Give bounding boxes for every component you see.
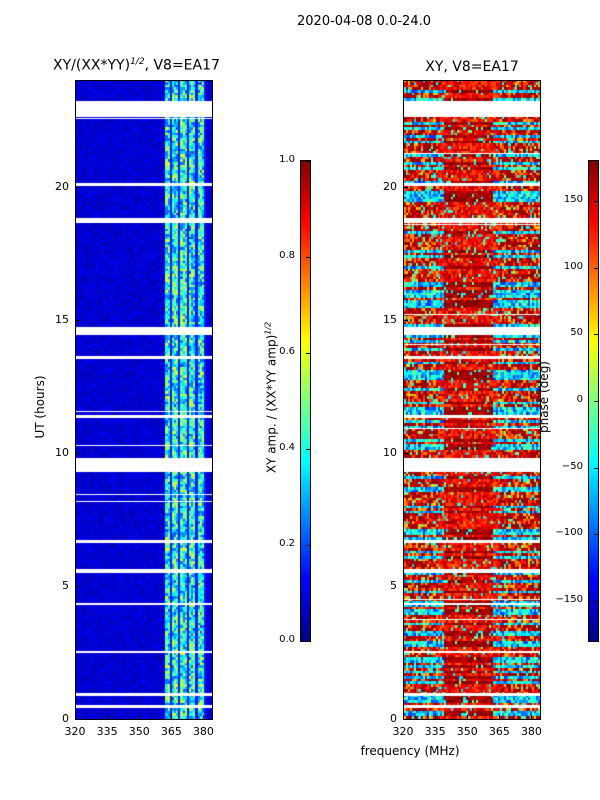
colorbar-tick-mark [594,201,599,202]
y-tick-mark [75,452,80,454]
x-axis-label: frequency (MHz) [360,744,460,758]
colorbar-tick-mark [594,267,599,269]
x-tick-label: 350 [128,725,150,738]
y-axis-label: UT (hours) [33,375,47,439]
colorbar-tick-label: 0 [576,394,583,405]
y-tick-label: 20 [55,179,69,193]
x-tick-mark [403,715,404,720]
y-tick-label: 20 [383,179,397,193]
colorbar-tick-label: 0.6 [279,346,295,357]
right-plot-title: XY, V8=EA17 [425,59,519,75]
x-tick-mark [75,715,76,720]
phase-heatmap [403,80,540,719]
y-tick-mark [403,585,408,587]
colorbar-tick-mark [306,449,311,450]
y-tick-label: 10 [383,445,397,459]
x-tick-mark [139,715,141,720]
colorbar-tick-label: 150 [563,194,583,205]
x-tick-label: 380 [520,725,542,738]
y-tick-label: 15 [55,312,69,326]
x-tick-mark [531,715,533,720]
x-tick-label: 335 [96,725,118,738]
y-tick-mark [75,585,80,587]
colorbar-tick-mark [306,353,311,354]
x-tick-label: 320 [392,725,414,738]
colorbar-tick-label: −150 [555,594,583,605]
x-tick-label: 380 [192,725,214,738]
x-tick-mark [107,715,109,720]
y-tick-label: 5 [62,578,69,592]
x-tick-label: 350 [456,725,478,738]
amplitude-colorbar-label: XY amp. / (XX*YY amp)1/2 [263,321,279,474]
y-tick-mark [75,319,80,321]
x-tick-mark [467,715,469,720]
y-tick-label: 5 [390,578,397,592]
amplitude-heatmap [75,80,212,719]
colorbar-tick-label: −100 [555,527,583,539]
x-tick-mark [203,715,205,720]
amplitude-colorbar [300,160,311,642]
y-tick-label: 0 [62,712,69,725]
colorbar-tick-label: 1.0 [279,154,295,165]
left-plot-axes [75,80,213,720]
y-tick-mark [403,319,408,321]
y-tick-mark [75,719,80,720]
colorbar-tick-label: 50 [570,327,583,339]
colorbar-tick-label: 0.2 [279,538,295,549]
y-tick-mark [403,186,408,188]
colorbar-tick-mark [594,601,599,602]
y-tick-mark [75,186,80,188]
x-tick-label: 320 [64,725,86,738]
x-tick-mark [435,715,437,720]
colorbar-tick-mark [306,641,311,642]
suptitle: 2020-04-08 0.0-24.0 [297,14,431,29]
colorbar-tick-mark [306,257,311,258]
y-tick-mark [403,452,408,454]
colorbar-tick-label: −50 [561,460,583,472]
y-tick-label: 0 [390,712,397,725]
y-tick-label: 15 [383,312,397,326]
x-tick-label: 365 [488,725,510,738]
x-tick-label: 365 [160,725,182,738]
colorbar-tick-label: 100 [563,260,583,272]
colorbar-tick-mark [594,467,599,469]
left-plot-title: XY/(XX*YY)1/2, V8=EA17 [53,57,220,74]
x-tick-label: 335 [424,725,446,738]
x-tick-mark [499,715,501,720]
colorbar-tick-label: 0.8 [279,250,295,261]
y-tick-mark [403,719,408,720]
x-tick-mark [171,715,173,720]
colorbar-tick-mark [594,534,599,536]
colorbar-tick-mark [594,401,599,402]
colorbar-tick-mark [306,161,311,162]
right-plot-axes [403,80,541,720]
colorbar-tick-mark [306,545,311,546]
colorbar-tick-label: 0.4 [279,442,295,453]
colorbar-tick-label: 0.0 [279,634,295,645]
colorbar-tick-mark [594,334,599,336]
y-tick-label: 10 [55,445,69,459]
